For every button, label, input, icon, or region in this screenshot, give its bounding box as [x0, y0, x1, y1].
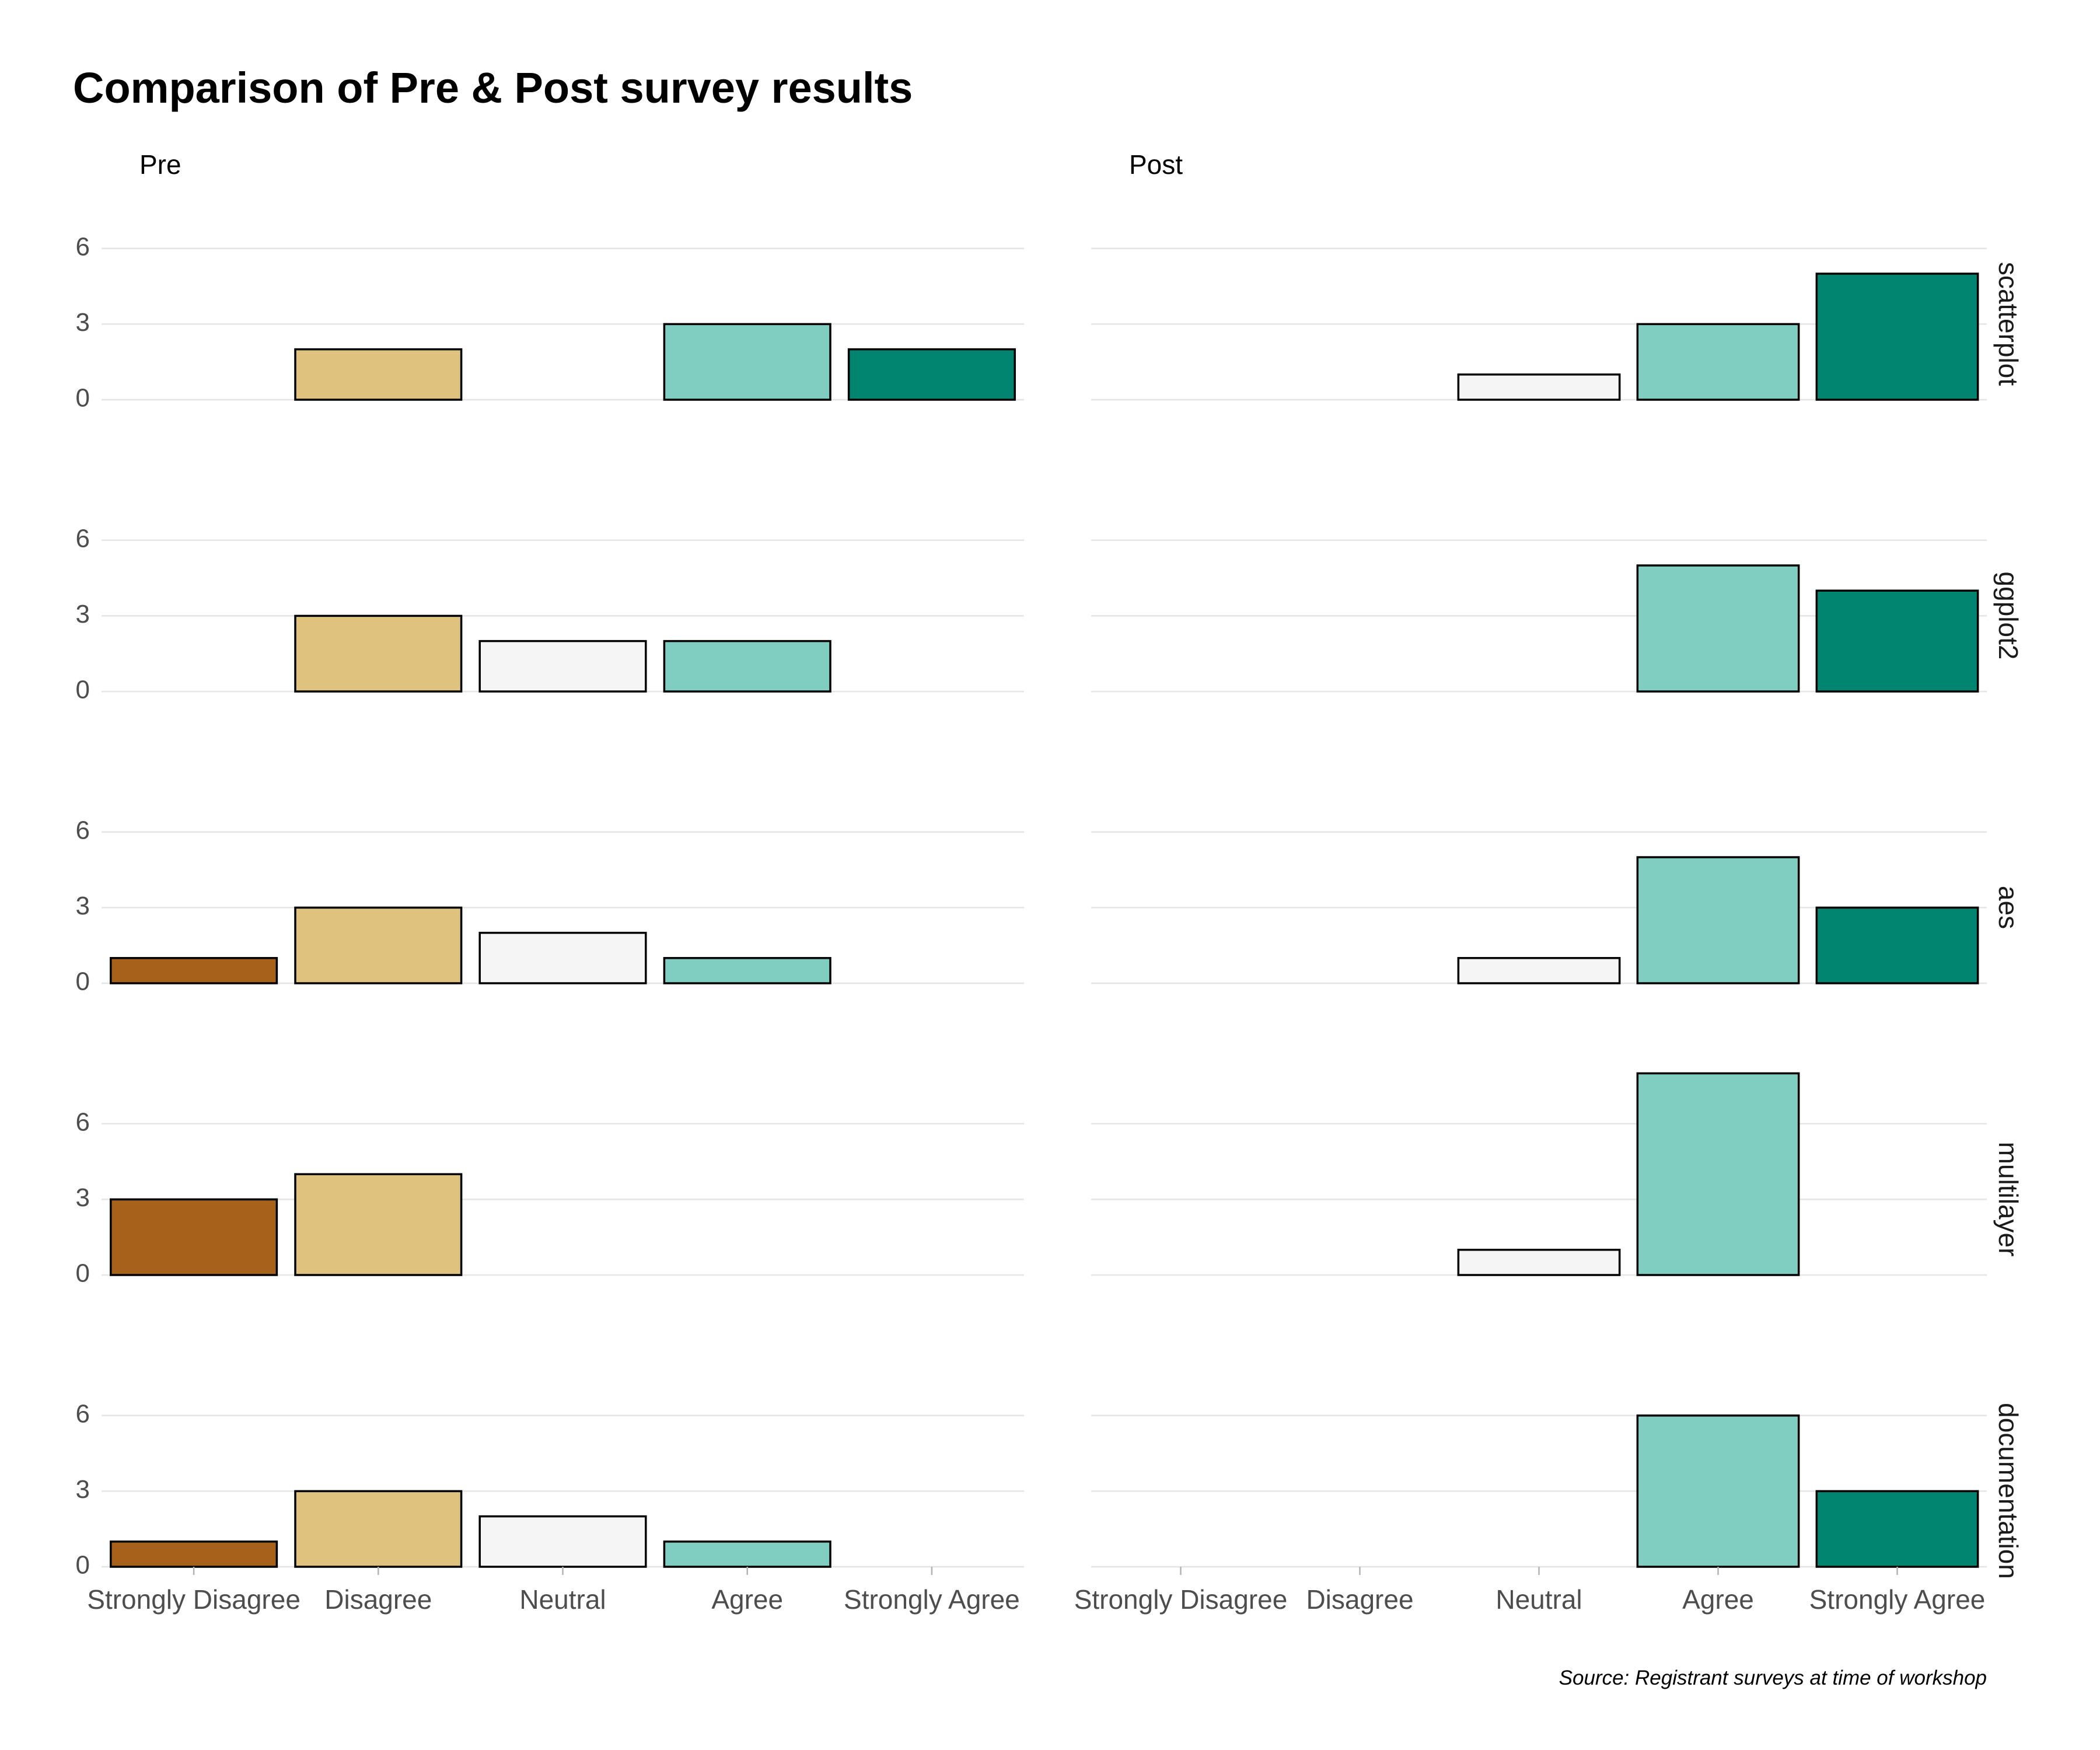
bar-agree: [1636, 856, 1800, 984]
bar-agree: [663, 1541, 831, 1568]
y-tick-label: 6: [76, 1108, 90, 1136]
bar-disagree: [294, 348, 463, 401]
bar-agree: [663, 957, 831, 984]
bar-disagree: [294, 1173, 463, 1276]
row-strip-label-aes: aes: [1993, 886, 2024, 929]
x-tick-label-agree: Agree: [711, 1584, 783, 1615]
chart-title: Comparison of Pre & Post survey results: [73, 64, 913, 112]
x-tick-label-agree: Agree: [1682, 1584, 1754, 1615]
bar-strongly-disagree: [110, 957, 278, 984]
x-tick-label-strongly-disagree: Strongly Disagree: [87, 1584, 301, 1615]
bar-disagree: [294, 614, 463, 693]
x-tick-label-disagree: Disagree: [1306, 1584, 1413, 1615]
bar-strongly-agree: [1815, 273, 1979, 401]
panel-ggplot2-post: [1091, 539, 1987, 693]
bar-strongly-agree: [1815, 906, 1979, 984]
bar-neutral: [478, 931, 647, 984]
panel-aes-pre: 0 3 6: [76, 816, 1024, 996]
y-tick-label: 0: [76, 1551, 90, 1580]
bar-agree: [1636, 1414, 1800, 1568]
panel-scatterplot-post: [1091, 247, 1987, 401]
panel-multilayer-post: [1091, 1072, 1987, 1276]
facet-panels: Pre Post scatterplot ggplot2 aes multilayer do…: [76, 149, 2024, 1615]
x-tick-label-neutral: Neutral: [519, 1584, 606, 1615]
column-strip-label-pre: Pre: [139, 149, 181, 180]
y-tick-label: 6: [76, 1399, 90, 1428]
bar-disagree: [294, 906, 463, 984]
bar-agree: [1636, 1072, 1800, 1276]
column-strip-label-post: Post: [1129, 149, 1183, 180]
bar-disagree: [294, 1490, 463, 1568]
x-tick-label-strongly-agree: Strongly Agree: [1809, 1584, 1986, 1615]
bar-agree: [1636, 564, 1800, 693]
panel-aes-post: [1091, 831, 1987, 984]
bar-strongly-agree: [1815, 1490, 1979, 1568]
bar-agree: [1636, 323, 1800, 401]
x-tick-label-strongly-disagree: Strongly Disagree: [1074, 1584, 1288, 1615]
bar-neutral: [1457, 957, 1621, 984]
bar-strongly-disagree: [110, 1198, 278, 1276]
y-tick-label: 0: [76, 967, 90, 996]
chart-caption: Source: Registrant surveys at time of wo…: [1559, 1667, 1987, 1689]
row-strip-label-ggplot2: ggplot2: [1993, 572, 2024, 660]
y-tick-label: 6: [76, 232, 90, 261]
bar-neutral: [1457, 1249, 1621, 1276]
panel-scatterplot-pre: 0 3 6: [76, 232, 1024, 413]
y-tick-label: 3: [76, 308, 90, 337]
y-tick-label: 3: [76, 1183, 90, 1212]
panel-multilayer-pre: 0 3 6: [76, 1108, 1024, 1288]
x-tick-label-neutral: Neutral: [1495, 1584, 1582, 1615]
panel-documentation-pre: 0 3 6 Strongly Disagree Disagree Neutral Agree…: [76, 1399, 1024, 1615]
y-tick-label: 0: [76, 676, 90, 704]
y-tick-label: 3: [76, 892, 90, 920]
y-tick-label: 6: [76, 524, 90, 553]
x-tick-label-strongly-agree: Strongly Agree: [844, 1584, 1020, 1615]
bar-neutral: [478, 1515, 647, 1568]
row-strip-label-documentation: documentation: [1993, 1403, 2024, 1579]
bar-neutral: [1457, 373, 1621, 401]
y-tick-label: 0: [76, 1259, 90, 1288]
bar-strongly-agree: [847, 348, 1016, 401]
y-tick-label: 3: [76, 600, 90, 628]
row-strip-label-multilayer: multilayer: [1993, 1142, 2024, 1257]
panel-documentation-post: Strongly Disagree Disagree Neutral Agree Str…: [1074, 1414, 1987, 1615]
bar-strongly-agree: [1815, 589, 1979, 693]
y-tick-label: 0: [76, 384, 90, 413]
bar-agree: [663, 323, 831, 401]
panel-ggplot2-pre: 0 3 6: [76, 524, 1024, 704]
bar-agree: [663, 640, 831, 693]
x-tick-label-disagree: Disagree: [324, 1584, 432, 1615]
bar-neutral: [478, 640, 647, 693]
row-strip-label-scatterplot: scatterplot: [1993, 262, 2024, 386]
bar-strongly-disagree: [110, 1541, 278, 1568]
y-tick-label: 6: [76, 816, 90, 844]
y-tick-label: 3: [76, 1475, 90, 1504]
